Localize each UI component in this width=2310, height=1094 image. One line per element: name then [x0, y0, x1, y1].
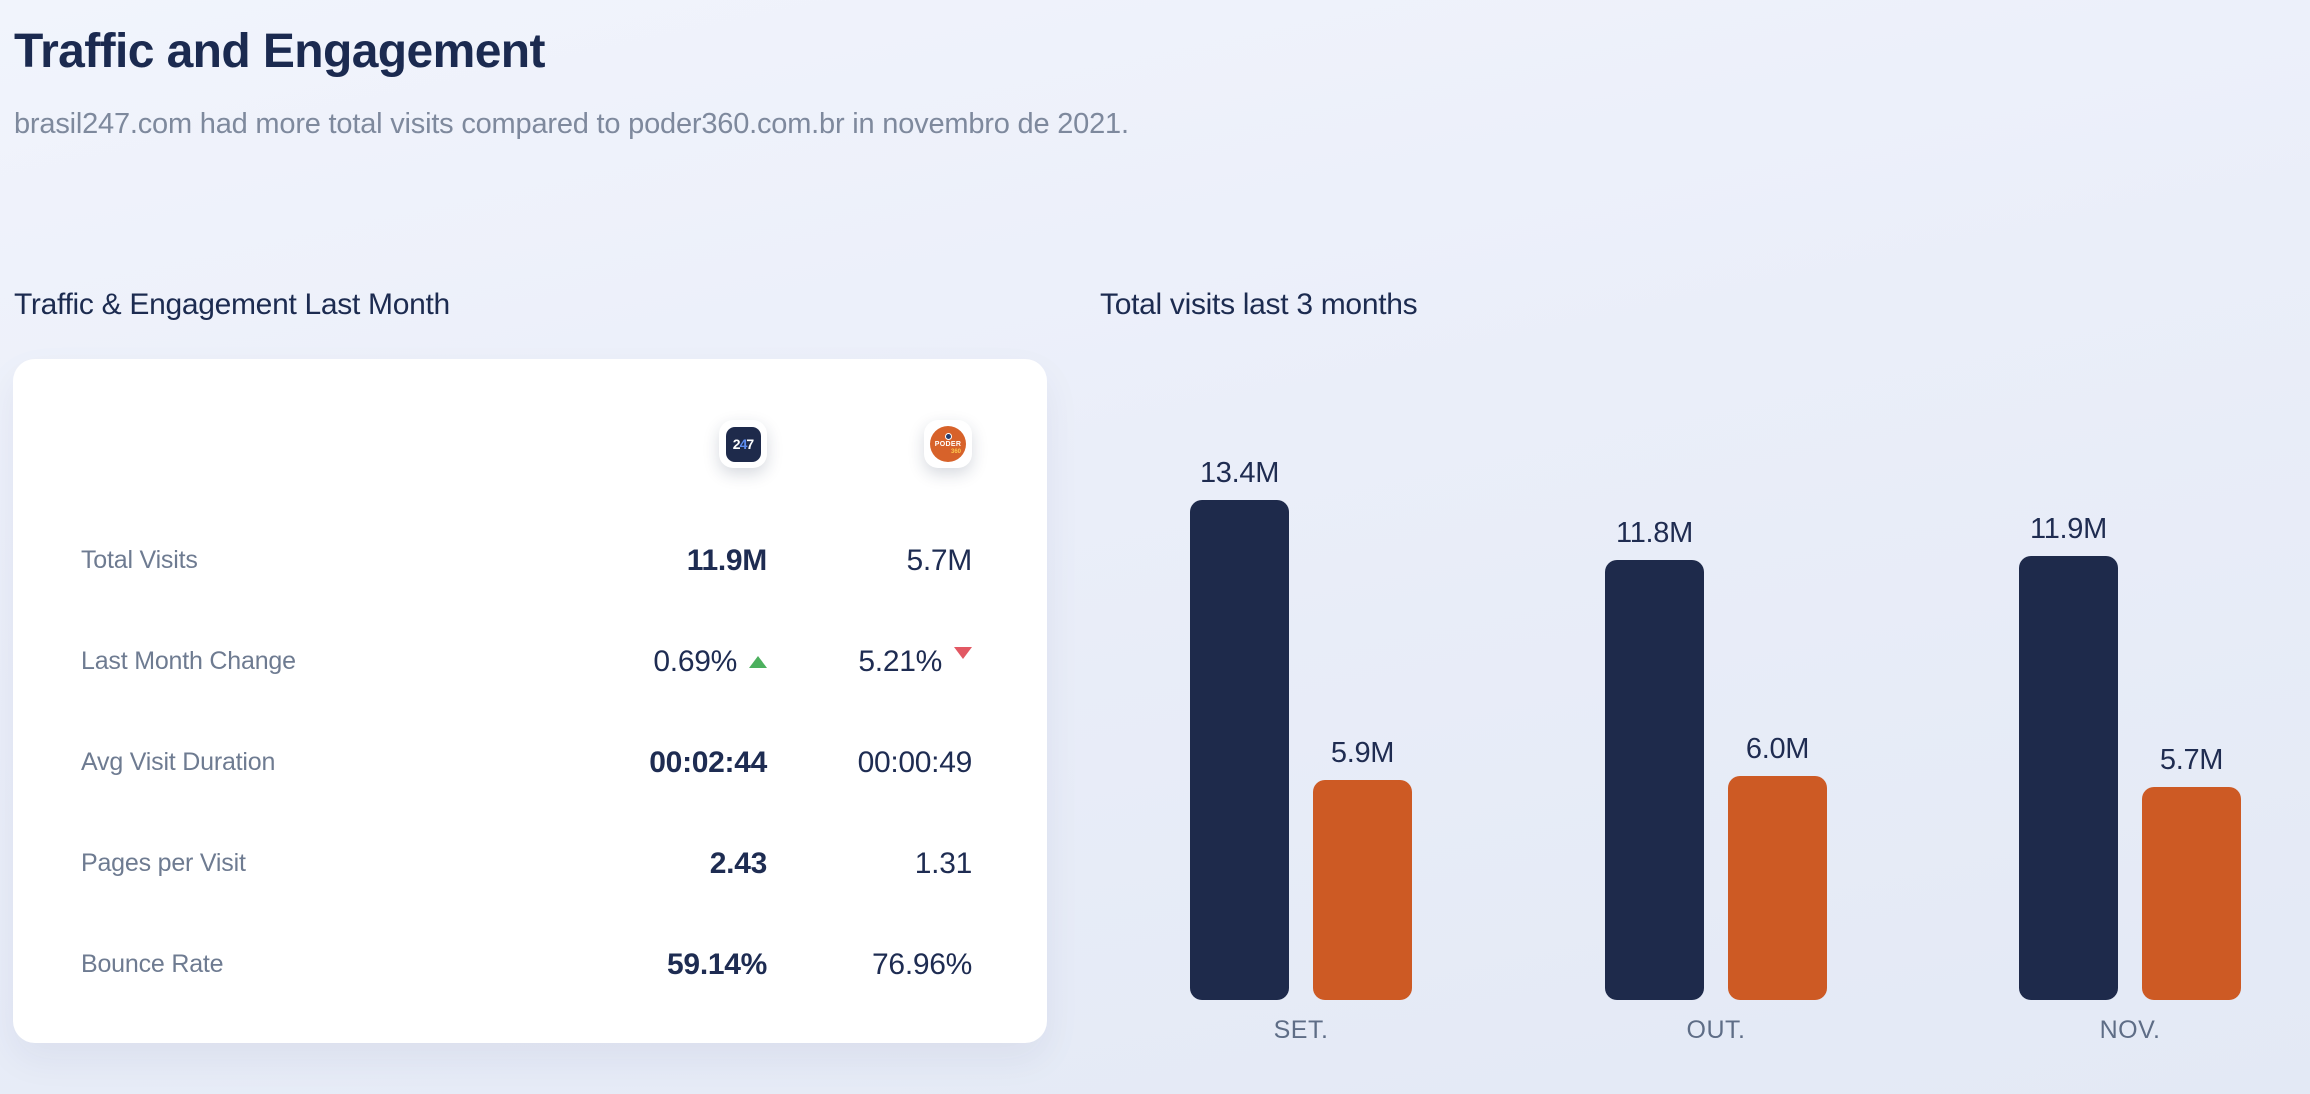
x-axis-label: SET. — [1273, 1016, 1329, 1044]
trend-down-icon — [954, 646, 972, 659]
comparison-section-heading: Traffic & Engagement Last Month — [14, 288, 450, 321]
metric-cell: 00:00:49 — [767, 745, 973, 780]
poder360-logo: PODER 360 — [924, 420, 972, 468]
bar-wrap: 13.4M — [1190, 457, 1289, 1000]
trend-up-icon — [749, 655, 767, 668]
row-label: Bounce Rate — [81, 950, 224, 978]
metric-value: 00:02:44 — [649, 745, 767, 779]
chart-bar-brasil247-out — [1605, 560, 1704, 1000]
metric-cell: 5.7M — [767, 543, 973, 578]
table-row: Avg Visit Duration 00:02:44 00:00:49 — [13, 712, 1047, 813]
chart-bar-poder360-nov — [2142, 787, 2241, 1000]
table-row: Last Month Change 0.69% 5.21% — [13, 611, 1047, 712]
total-visits-bar-chart: 13.4M 5.9M SET. 11.8M 6.0M OUT. 11.9M 5.7M NOV. — [1100, 440, 2280, 1080]
metric-cell: 2.43 — [507, 846, 768, 881]
comparison-table: Total Visits 11.9M 5.7M Last Month Change 0.… — [13, 510, 1047, 1015]
metric-cell: 11.9M — [507, 543, 768, 578]
metric-cell: 0.69% — [507, 645, 767, 679]
bar-value-label: 11.8M — [1616, 517, 1693, 549]
metric-value: 11.9M — [686, 543, 768, 577]
poder360-logo-sub: 360 — [950, 449, 961, 455]
bar-value-label: 5.7M — [2159, 744, 2224, 776]
bar-wrap: 11.8M — [1605, 517, 1704, 1000]
table-row: Pages per Visit 2.43 1.31 — [13, 813, 1047, 914]
chart-bar-brasil247-nov — [2019, 556, 2118, 1000]
metric-value: 2.43 — [709, 846, 768, 880]
metric-value: 1.31 — [914, 846, 973, 880]
row-label: Total Visits — [81, 546, 198, 574]
metric-value: 00:00:49 — [857, 745, 973, 779]
bar-value-label: 11.9M — [2030, 513, 2107, 545]
page-title: Traffic and Engagement — [14, 25, 546, 78]
bar-group: 11.9M 5.7M — [2019, 513, 2241, 1000]
poder360-logo-text: PODER — [934, 441, 962, 448]
chart-section-heading: Total visits last 3 months — [1100, 288, 1418, 321]
metric-cell: 00:02:44 — [507, 746, 767, 780]
bar-value-label: 13.4M — [1199, 457, 1280, 489]
poder360-logo-mark: PODER 360 — [930, 426, 966, 462]
metric-cell: 59.14% — [507, 948, 767, 982]
page-header: Traffic and Engagement brasil247.com had… — [14, 24, 1129, 148]
metric-value: 59.14% — [667, 947, 767, 981]
row-label: Last Month Change — [81, 647, 296, 675]
metric-cell: 5.21% — [767, 645, 972, 679]
bar-wrap: 6.0M — [1728, 733, 1827, 1000]
x-axis-label: NOV. — [2099, 1016, 2161, 1044]
bar-group: 13.4M 5.9M — [1190, 457, 1412, 1000]
chart-bar-poder360-out — [1728, 776, 1827, 1000]
metric-cell: 1.31 — [767, 846, 973, 881]
poder360-dot-icon — [944, 433, 952, 440]
metric-value: 76.96% — [872, 947, 972, 981]
row-label: Avg Visit Duration — [81, 748, 276, 776]
row-label: Pages per Visit — [81, 849, 246, 877]
page-subtitle: brasil247.com had more total visits comp… — [14, 108, 1129, 140]
bar-wrap: 11.9M — [2019, 513, 2118, 1000]
bar-group: 11.8M 6.0M — [1605, 517, 1827, 1000]
bar-wrap: 5.7M — [2142, 744, 2241, 1000]
metric-value: 5.21% — [858, 644, 942, 678]
metric-cell: 76.96% — [767, 948, 972, 982]
bar-value-label: 5.9M — [1330, 737, 1395, 769]
bar-value-label: 6.0M — [1745, 733, 1810, 765]
chart-bar-poder360-set — [1313, 780, 1412, 1000]
table-row: Bounce Rate 59.14% 76.96% — [13, 914, 1047, 1015]
x-axis-label: OUT. — [1686, 1016, 1746, 1044]
chart-bar-brasil247-set — [1190, 500, 1289, 1000]
metric-value: 0.69% — [653, 644, 737, 678]
bar-wrap: 5.9M — [1313, 737, 1412, 1000]
table-row: Total Visits 11.9M 5.7M — [13, 510, 1047, 611]
metric-value: 5.7M — [906, 543, 973, 577]
